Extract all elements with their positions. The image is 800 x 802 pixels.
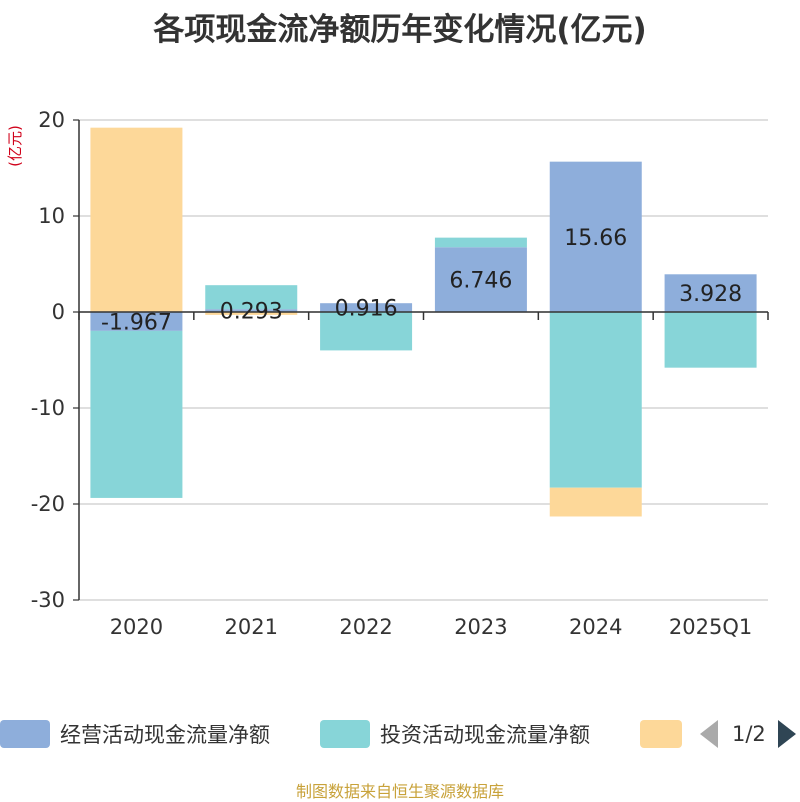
bar-series0-2022[interactable]: [320, 303, 413, 312]
bar-series0-2023[interactable]: [434, 247, 527, 312]
pager-prev-icon[interactable]: [700, 720, 718, 748]
bar-series1-2022[interactable]: [320, 312, 413, 351]
legend-item-investing[interactable]: 投资活动现金流量净额: [320, 716, 590, 752]
legend: 经营活动现金流量净额 投资活动现金流量净额: [0, 716, 800, 752]
bar-series0-2025Q1[interactable]: [664, 274, 757, 312]
data-label: 6.746: [449, 269, 512, 294]
bar-series0-2021[interactable]: [205, 309, 298, 312]
y-tick-label: 0: [52, 300, 65, 324]
x-tick-label: 2021: [225, 615, 278, 639]
pager-next-icon[interactable]: [777, 720, 796, 748]
data-label: 15.66: [564, 226, 627, 251]
bar-series1-2020[interactable]: [90, 330, 183, 498]
x-tick-label: 2020: [110, 615, 163, 639]
x-tick-label: 2025Q1: [669, 615, 752, 639]
y-tick-label: 10: [38, 204, 65, 228]
bar-series2-2021[interactable]: [205, 312, 298, 315]
legend-pager: 1/2: [700, 716, 796, 752]
y-tick-label: 20: [38, 108, 65, 132]
legend-label-operating: 经营活动现金流量净额: [60, 723, 270, 747]
chart-title: 各项现金流净额历年变化情况(亿元): [153, 12, 647, 48]
bars: [90, 127, 757, 517]
data-labels: -1.967 0.293 0.916 6.746 15.66 3.928: [101, 226, 742, 336]
legend-swatch-operating: [0, 720, 50, 748]
y-tick-label: -30: [31, 588, 65, 612]
pager-text: 1/2: [732, 722, 766, 746]
legend-label-investing: 投资活动现金流量净额: [380, 723, 590, 747]
data-label: 3.928: [679, 282, 742, 307]
y-axis-label: (亿元): [6, 125, 24, 167]
legend-item-third[interactable]: [640, 716, 692, 752]
bar-series1-2025Q1[interactable]: [664, 312, 757, 368]
x-tick-label: 2022: [339, 615, 392, 639]
legend-item-operating[interactable]: 经营活动现金流量净额: [0, 716, 270, 752]
bar-series2-2020[interactable]: [90, 127, 183, 313]
bar-series1-2024[interactable]: [549, 312, 642, 488]
legend-swatch-third: [640, 720, 682, 748]
bar-series1-2023[interactable]: [434, 237, 527, 248]
source-note: 制图数据来自恒生聚源数据库: [295, 782, 504, 801]
bar-series2-2024[interactable]: [549, 487, 642, 517]
legend-swatch-investing: [320, 720, 370, 748]
y-tick-label: -10: [31, 396, 65, 420]
bar-series0-2020[interactable]: [90, 312, 183, 331]
x-tick-label: 2023: [454, 615, 507, 639]
data-label: 0.916: [335, 297, 398, 322]
x-tick-label: 2024: [569, 615, 622, 639]
data-label: 0.293: [220, 300, 283, 325]
bar-chart: 20 10 0 -10 -20 -30 (亿元) 2020 2021 2022 2023 2024 20…: [6, 108, 769, 639]
y-tick-label: -20: [31, 492, 65, 516]
axes: 20 10 0 -10 -20 -30 (亿元) 2020 2021 2022 2023 2024 20…: [6, 108, 769, 639]
bar-series0-2024[interactable]: [549, 161, 642, 312]
data-label: -1.967: [101, 310, 172, 335]
bar-series1-2021[interactable]: [205, 285, 298, 310]
